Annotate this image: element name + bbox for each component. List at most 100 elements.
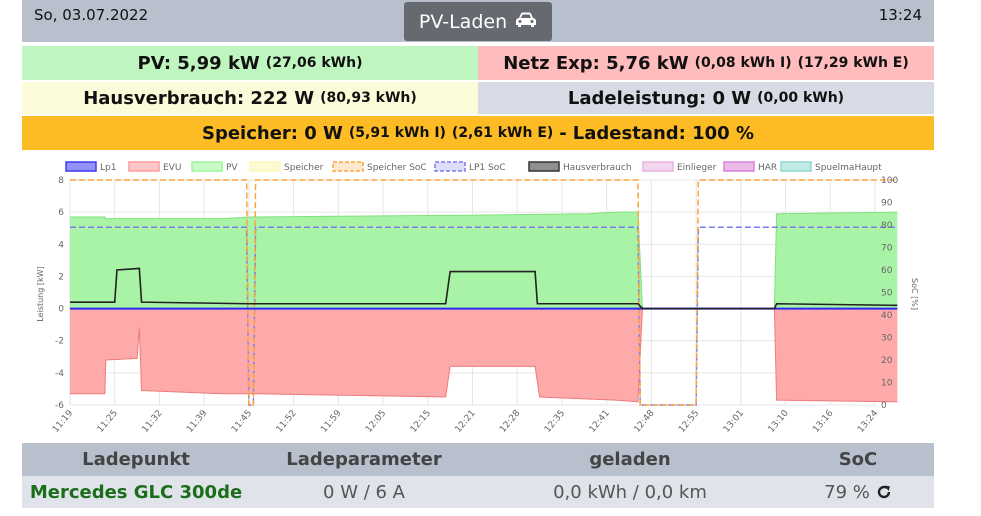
summary-row-1: PV: 5,99 kW (27,06 kWh) Netz Exp: 5,76 k… xyxy=(22,46,934,80)
top-bar: So, 03.07.2022 PV-Laden 13:24 xyxy=(22,0,934,42)
ladestand: Ladestand: 100 % xyxy=(572,122,754,144)
legend-swatch xyxy=(332,161,364,172)
netz-import: (0,08 kWh I) xyxy=(694,55,792,71)
y-tick-right: 50 xyxy=(881,289,893,299)
y-tick-right: 70 xyxy=(881,244,893,254)
pv-power: PV: 5,99 kW xyxy=(137,52,260,74)
soc-value: 79 % xyxy=(824,481,870,503)
x-tick: 12:21 xyxy=(453,409,477,435)
legend-label: Lp1 xyxy=(100,163,116,173)
y-axis-right-label: SoC [%] xyxy=(910,278,919,310)
x-tick: 11:52 xyxy=(275,409,299,435)
y-tick-left: -4 xyxy=(55,369,64,379)
x-tick: 13:10 xyxy=(767,408,792,435)
legend-swatch xyxy=(191,161,223,172)
x-tick: 12:15 xyxy=(409,409,433,435)
chart-lines xyxy=(70,179,898,406)
x-tick: 11:32 xyxy=(140,409,164,435)
time-display: 13:24 xyxy=(878,6,922,24)
y-tick-left: 0 xyxy=(58,305,64,315)
summary-row-3: Speicher: 0 W (5,91 kWh I) (2,61 kWh E) … xyxy=(22,116,934,150)
header-ladeparameter: Ladeparameter xyxy=(286,449,442,470)
lp1-soc-line xyxy=(70,226,898,406)
y-tick-right: 80 xyxy=(881,221,893,231)
legend-swatch xyxy=(249,161,281,172)
legend-swatch xyxy=(642,161,674,172)
y-tick-right: 30 xyxy=(881,334,893,344)
y-tick-right: 60 xyxy=(881,266,893,276)
legend-label: Speicher SoC xyxy=(367,163,427,173)
x-tick: 12:41 xyxy=(588,409,612,435)
x-tick: 12:05 xyxy=(364,409,388,435)
mode-title: PV-Laden xyxy=(418,10,508,33)
lade-energy: (0,00 kWh) xyxy=(757,90,845,106)
y-tick-left: 4 xyxy=(58,240,64,250)
y-tick-right: 0 xyxy=(881,401,887,411)
x-tick: 11:59 xyxy=(319,408,344,435)
x-tick: 13:24 xyxy=(856,408,881,435)
pv-cell: PV: 5,99 kW (27,06 kWh) xyxy=(22,46,478,80)
x-tick: 11:25 xyxy=(96,409,120,435)
speicher-export: (2,61 kWh E) xyxy=(451,125,554,141)
lade-power: Ladeleistung: 0 W xyxy=(567,87,752,109)
legend-swatch xyxy=(128,161,160,172)
charge-table-header: Ladepunkt Ladeparameter geladen SoC xyxy=(22,443,934,476)
y-tick-left: 2 xyxy=(58,272,64,282)
chart-areas xyxy=(70,212,898,402)
speicher-cell: Speicher: 0 W (5,91 kWh I) (2,61 kWh E) … xyxy=(22,116,934,150)
power-chart: Lp1 EVU PV Speicher Speicher SoC LP1 SoC Hausv… xyxy=(36,161,919,435)
evu-area xyxy=(70,308,898,402)
speicher-power: Speicher: 0 W xyxy=(202,122,343,144)
x-tick: 12:28 xyxy=(498,408,523,435)
pv-laden-mode-button[interactable]: PV-Laden xyxy=(404,2,552,41)
legend-swatch xyxy=(65,161,97,172)
legend-swatch xyxy=(780,161,812,172)
legend-label: Speicher xyxy=(284,163,324,173)
y-axis-left: 8 6 4 2 0 -2 -4 -6 xyxy=(55,176,64,411)
netz-export: (17,29 kWh E) xyxy=(797,55,909,71)
speicher-separator: - xyxy=(559,122,567,144)
ladepunkt-name-link[interactable]: Mercedes GLC 300de xyxy=(29,481,243,503)
x-tick: 13:01 xyxy=(722,409,746,435)
y-tick-right: 100 xyxy=(881,176,898,186)
speicher-soc-line xyxy=(70,179,898,406)
haus-power: Hausverbrauch: 222 W xyxy=(83,87,315,109)
haus-energy: (80,93 kWh) xyxy=(320,90,417,106)
soc-cell: 79 % xyxy=(782,476,934,508)
speicher-import: (5,91 kWh I) xyxy=(348,125,446,141)
header-soc: SoC xyxy=(838,449,878,470)
legend-label: SpuelmaHaupt xyxy=(815,163,882,173)
table-row: Mercedes GLC 300de 0 W / 6 A 0,0 kWh / 0… xyxy=(22,476,934,508)
x-tick: 11:19 xyxy=(51,408,76,435)
legend-swatch xyxy=(434,161,466,172)
header-ladepunkt: Ladepunkt xyxy=(82,449,190,470)
legend-label: Hausverbrauch xyxy=(563,163,632,173)
x-tick: 12:55 xyxy=(677,409,701,435)
ladeparameter-value: 0 W / 6 A xyxy=(323,481,405,503)
y-tick-left: -6 xyxy=(55,401,64,411)
summary-row-2: Hausverbrauch: 222 W (80,93 kWh) Ladelei… xyxy=(22,82,934,114)
y-tick-right: 10 xyxy=(881,379,893,389)
chart-legend: Lp1 EVU PV Speicher Speicher SoC LP1 SoC Hausv… xyxy=(65,161,882,173)
x-tick: 13:16 xyxy=(811,408,836,435)
x-tick: 12:35 xyxy=(543,409,567,435)
legend-label: HAR xyxy=(758,163,777,173)
y-tick-left: 6 xyxy=(58,208,64,218)
legend-label: EVU xyxy=(163,163,181,173)
hausverbrauch-cell: Hausverbrauch: 222 W (80,93 kWh) xyxy=(22,82,478,114)
x-axis: 11:19 11:25 11:32 11:39 11:45 11:52 11:59 12:05… xyxy=(51,408,881,435)
refresh-icon[interactable] xyxy=(876,484,892,500)
car-icon xyxy=(515,11,537,33)
pv-area xyxy=(70,212,898,309)
y-tick-left: -2 xyxy=(55,337,64,347)
y-tick-right: 20 xyxy=(881,356,893,366)
date-display: So, 03.07.2022 xyxy=(34,6,149,24)
ladeleistung-cell: Ladeleistung: 0 W (0,00 kWh) xyxy=(478,82,934,114)
y-axis-left-label: Leistung [kW] xyxy=(36,266,45,321)
geladen-value: 0,0 kWh / 0,0 km xyxy=(553,481,707,503)
y-tick-right: 40 xyxy=(881,311,893,321)
legend-swatch xyxy=(723,161,755,172)
pv-energy: (27,06 kWh) xyxy=(265,55,363,71)
netz-cell: Netz Exp: 5,76 kW (0,08 kWh I) (17,29 kW… xyxy=(478,46,934,80)
